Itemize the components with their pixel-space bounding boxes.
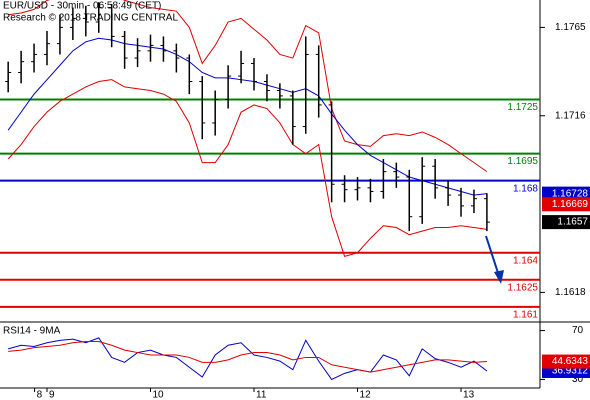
- x-tick-label: 8: [37, 390, 43, 400]
- chart-title: EUR/USD - 30min - 06:58:49 (CET): [3, 1, 161, 12]
- x-tick-label: 9: [49, 390, 55, 400]
- price-tag-label: 1.16669: [552, 199, 589, 210]
- indicator-line: [8, 341, 487, 373]
- price-tag: [542, 186, 590, 201]
- price-panel: [0, 0, 540, 308]
- indicator-line: [7, 79, 487, 257]
- overlay: 1.1765 1.1716 1.1618 70 30 8 9 10 11 12 13 1.1725 1.…: [34, 22, 590, 400]
- price-tag: [542, 197, 590, 212]
- x-tick-label: 11: [256, 390, 267, 400]
- chart-subtitle: Research © 2018 TRADING CENTRAL: [3, 13, 178, 24]
- rsi-panel: [8, 337, 488, 381]
- price-tag-label: 44.6343: [552, 356, 589, 367]
- level-label: 1.161: [513, 309, 538, 320]
- x-tick-label: 13: [463, 390, 475, 400]
- level-label: 1.1725: [507, 102, 538, 113]
- level-label: 1.168: [513, 183, 538, 194]
- price-tag: [542, 215, 590, 230]
- level-label: 1.1695: [507, 156, 538, 167]
- indicator-line: [8, 0, 488, 173]
- x-tick-label: 12: [360, 390, 372, 400]
- rsi-title: RSI14 - 9MA: [3, 326, 61, 337]
- x-tick-label: 10: [153, 390, 165, 400]
- price-tag-label: 1.16728: [552, 188, 589, 199]
- level-label: 1.164: [513, 255, 538, 266]
- price-tag-label: 1.1657: [557, 217, 588, 228]
- y-tick-label: 70: [572, 325, 584, 336]
- forecast-arrow: [485, 235, 500, 277]
- level-label: 1.1625: [507, 282, 538, 293]
- price-tag-label: 36.9312: [552, 366, 589, 377]
- y-tick-label: 30: [572, 374, 584, 385]
- y-tick-label: 1.1765: [555, 22, 586, 33]
- y-tick-label: 1.1618: [555, 287, 586, 298]
- forecast-arrow-head: [494, 270, 504, 284]
- indicator-line: [7, 37, 487, 196]
- y-tick-label: 1.1716: [555, 110, 586, 121]
- price-tag: [542, 354, 590, 369]
